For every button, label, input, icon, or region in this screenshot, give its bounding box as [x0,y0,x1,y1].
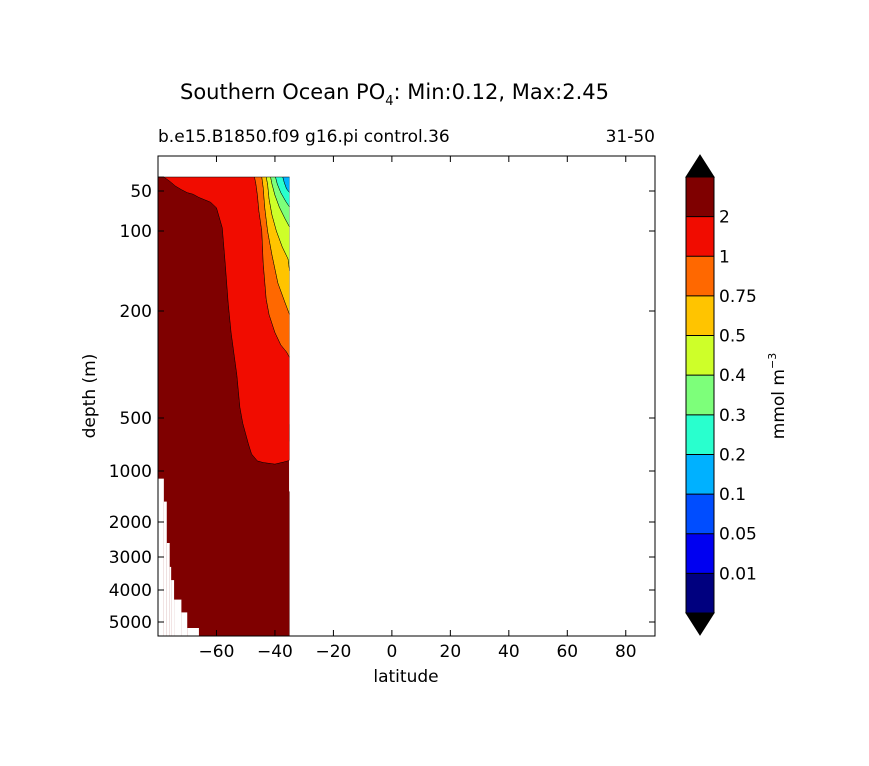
colorbar-swatch [686,335,714,376]
colorbar-over-extension [685,154,715,178]
colorbar-tick-label: 0.1 [719,485,746,505]
x-axis-label: latitude [373,667,438,687]
colorbar-swatch [686,414,714,455]
title-stats: : Min:0.12, Max:2.45 [394,80,609,104]
chart-title: Southern Ocean PO4: Min:0.12, Max:2.45 [180,80,609,109]
colorbar-swatch [686,295,714,336]
seafloor-mask [158,478,164,636]
y-tick-label: 100 [120,222,152,242]
colorbar-tick-label: 0.75 [719,287,757,307]
y-tick-label: 3000 [109,548,152,568]
colorbar-tick-label: 0.5 [719,327,746,347]
colorbar-under-extension [685,612,715,636]
colorbar-swatch [686,375,714,415]
colorbar-tick-label: 0.05 [719,525,757,545]
colorbar-tick-label: 0.2 [719,445,746,465]
years-subtitle: 31-50 [606,127,655,147]
y-tick-label: 5000 [109,613,152,633]
contour-regions [158,176,291,636]
colorbar-frame [685,176,715,614]
seafloor-mask [171,580,175,636]
y-tick-label: 1000 [109,462,152,482]
colorbar-tick-label: 0.3 [719,406,746,426]
y-tick-label: 500 [120,409,152,429]
y-tick-label: 50 [130,182,152,202]
colorbar-swatch [686,454,714,495]
no-data-area [289,156,655,636]
colorbar-label-exponent: −3 [766,353,779,369]
seafloor-mask [187,628,199,636]
x-tick-label: 20 [440,642,462,662]
colorbar-label: mmol m−3 [766,353,789,439]
x-tick-label: 40 [498,642,520,662]
colorbar-swatch [686,216,714,257]
x-tick-label: −60 [199,642,235,662]
y-tick-label: 2000 [109,513,152,533]
x-tick-label: −20 [315,642,351,662]
colorbar-tick-label: 0.4 [719,366,746,386]
seafloor-mask [169,566,172,636]
land-mask [158,156,655,636]
colorbar-swatch [686,533,714,574]
title-subscript: 4 [385,94,393,109]
region-blue [282,176,290,194]
colorbar-swatch [686,177,714,217]
colorbar-swatch [686,573,714,613]
seafloor-mask [181,612,188,636]
colorbar-swatch [686,256,714,296]
seafloor-mask [166,543,170,636]
y-axis-label: depth (m) [80,354,100,439]
seafloor-mask [289,460,293,492]
x-axis-ticks: −60 −40 −20 0 20 40 60 80 [199,156,637,662]
colorbar-tick-label: 2 [719,208,730,228]
y-axis-ticks: 50 100 200 500 1000 2000 3000 4000 5000 [109,182,655,633]
seafloor-mask [163,501,167,636]
y-tick-label: 4000 [109,581,152,601]
colorbar: 0.01 0.05 0.1 0.2 0.3 0.4 0.5 0.75 1 2 [685,154,757,636]
x-tick-label: −40 [257,642,293,662]
run-name-subtitle: b.e15.B1850.f09 g16.pi control.36 [158,127,450,147]
seafloor-mask [174,599,182,636]
y-tick-label: 200 [120,302,152,322]
colorbar-tick-label: 1 [719,247,730,267]
x-tick-label: 0 [386,642,397,662]
colorbar-swatch [686,494,714,534]
x-tick-label: 60 [556,642,578,662]
colorbar-tick-label: 0.01 [719,564,757,584]
x-tick-label: 80 [615,642,637,662]
plot-area [158,156,655,636]
plot-frame [157,155,656,637]
